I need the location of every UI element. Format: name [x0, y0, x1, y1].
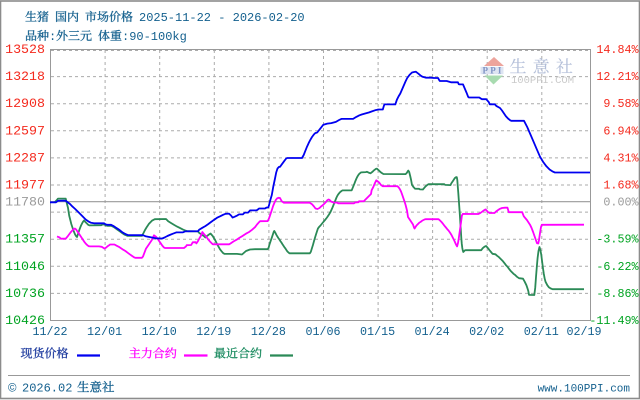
svg-text:2025-11-22 - 2026-02-20: 2025-11-22 - 2026-02-20 [139, 11, 305, 25]
svg-text:12287: 12287 [5, 150, 45, 165]
svg-text:-11.49%: -11.49% [589, 314, 639, 328]
svg-text:100PPI.COM: 100PPI.COM [511, 75, 574, 87]
svg-text:12908: 12908 [5, 96, 45, 111]
svg-text:13218: 13218 [5, 69, 45, 84]
svg-text:12597: 12597 [5, 123, 45, 138]
svg-text::: : [49, 30, 56, 44]
svg-text:-8.86%: -8.86% [596, 287, 639, 301]
svg-text:12/10: 12/10 [142, 325, 177, 339]
svg-text:11977: 11977 [5, 178, 45, 193]
svg-text:www.100PPI.com: www.100PPI.com [538, 384, 631, 396]
svg-text:PPI: PPI [483, 66, 504, 76]
svg-text:-6.22%: -6.22% [596, 260, 639, 274]
svg-text::90-100kg: :90-100kg [122, 30, 187, 44]
svg-text:2026.02: 2026.02 [22, 382, 72, 396]
svg-text:11046: 11046 [5, 259, 45, 274]
svg-text:©: © [8, 383, 17, 395]
svg-text:10736: 10736 [5, 286, 45, 301]
svg-text:02/02: 02/02 [469, 325, 504, 339]
svg-text:11/22: 11/22 [32, 325, 67, 339]
svg-text:11357: 11357 [5, 232, 45, 247]
svg-text:02/11: 02/11 [524, 325, 559, 339]
svg-text:01/06: 01/06 [305, 325, 340, 339]
svg-text:0.00%: 0.00% [603, 196, 639, 210]
svg-text:12/01: 12/01 [87, 325, 122, 339]
svg-text:11780: 11780 [5, 195, 45, 210]
svg-text:1.68%: 1.68% [603, 179, 639, 193]
svg-text:14.84%: 14.84% [596, 43, 639, 57]
svg-text:01/15: 01/15 [360, 325, 395, 339]
svg-text:4.31%: 4.31% [603, 151, 639, 165]
svg-text:12/19: 12/19 [196, 325, 231, 339]
svg-text:-3.59%: -3.59% [596, 233, 639, 247]
svg-text:9.58%: 9.58% [603, 97, 639, 111]
svg-text:02/19: 02/19 [566, 325, 601, 339]
svg-text:13528: 13528 [5, 42, 45, 57]
svg-text:12.21%: 12.21% [596, 70, 639, 84]
svg-text:10426: 10426 [5, 313, 45, 328]
svg-text:01/24: 01/24 [415, 325, 450, 339]
svg-text:12/28: 12/28 [251, 325, 286, 339]
svg-text:6.94%: 6.94% [603, 124, 639, 138]
